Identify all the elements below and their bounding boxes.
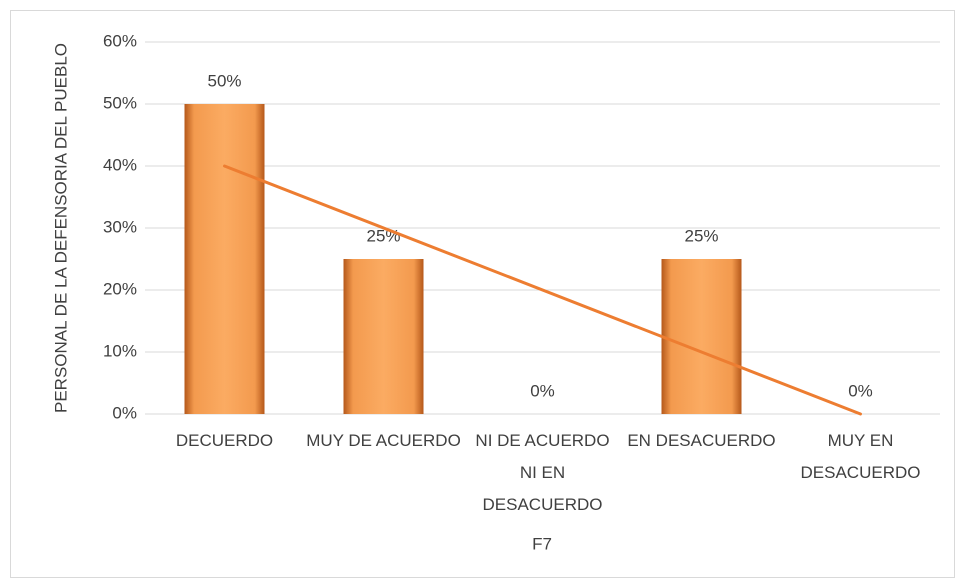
x-tick-label: NI DE ACUERDO NI EN DESACUERDO: [475, 431, 609, 514]
value-label: 0%: [530, 381, 555, 400]
y-tick-label: 40%: [103, 155, 137, 174]
x-tick-label: MUY EN DESACUERDO: [801, 431, 921, 482]
y-tick-label: 0%: [112, 403, 137, 422]
bar: [661, 259, 742, 414]
y-axis-label: PERSONAL DE LA DEFENSORIA DEL PUEBLO: [51, 43, 70, 413]
value-label: 0%: [848, 381, 873, 400]
x-tick-label: DECUERDO: [176, 431, 273, 450]
bar: [184, 104, 265, 414]
x-axis-label: F7: [532, 534, 552, 553]
value-label: 50%: [207, 71, 241, 90]
y-tick-label: 10%: [103, 341, 137, 360]
x-tick-label: MUY DE ACUERDO: [306, 431, 461, 450]
bar: [343, 259, 424, 414]
y-tick-label: 50%: [103, 93, 137, 112]
trendline: [223, 164, 862, 416]
y-tick-label: 30%: [103, 217, 137, 236]
value-label: 25%: [684, 226, 718, 245]
x-tick-label: EN DESACUERDO: [627, 431, 775, 450]
y-tick-label: 20%: [103, 279, 137, 298]
chart-frame: [10, 10, 955, 578]
y-tick-label: 60%: [103, 31, 137, 50]
